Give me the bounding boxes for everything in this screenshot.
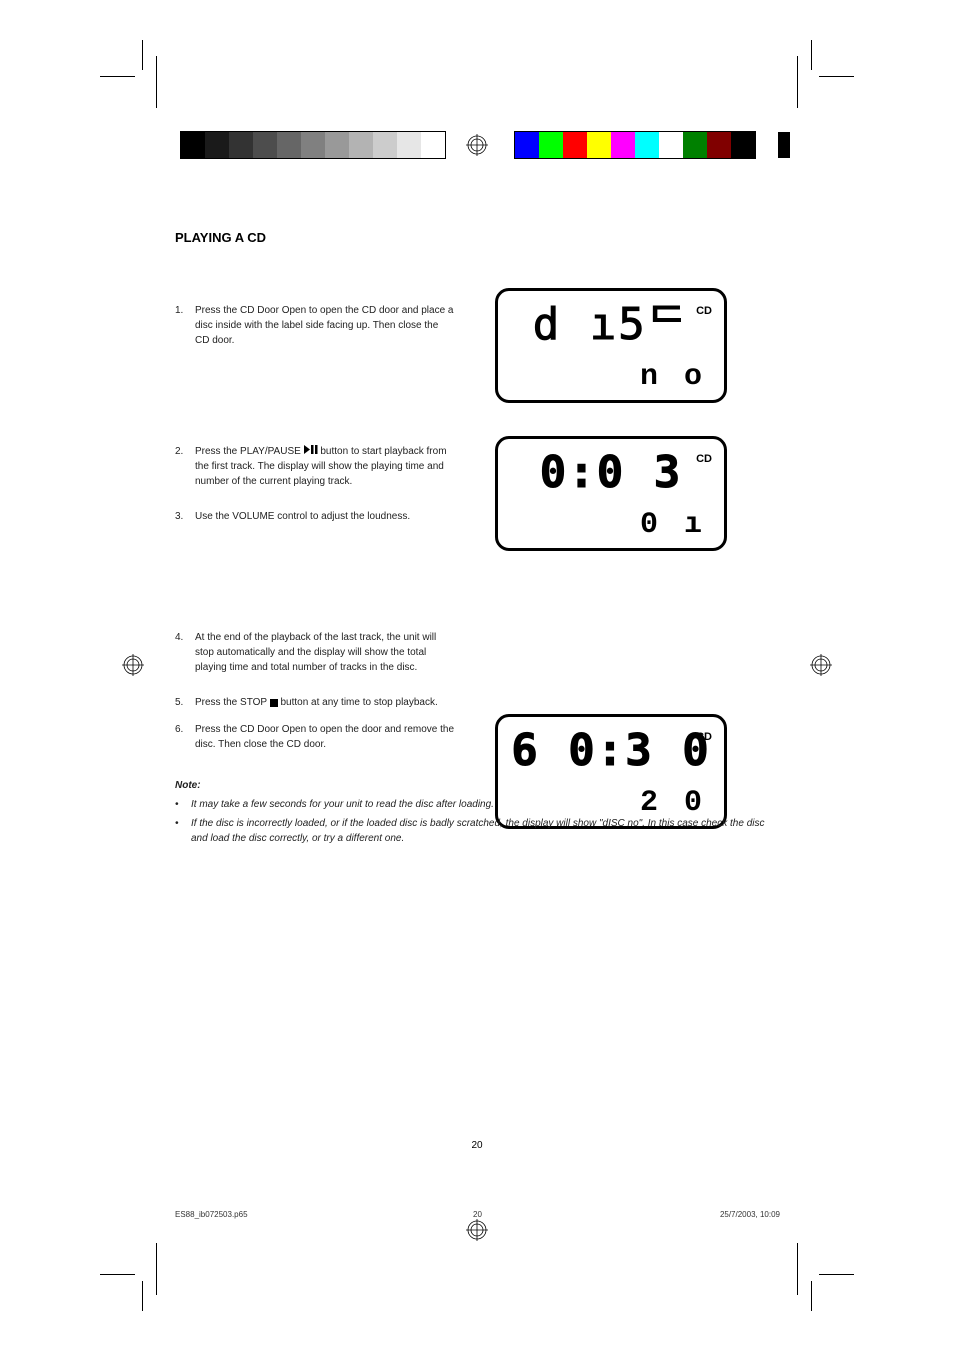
instruction-step: 3. Use the VOLUME control to adjust the …	[175, 509, 465, 524]
crop-mark	[100, 76, 135, 77]
registration-mark-icon	[466, 1219, 488, 1241]
footer: ES88_ib072503.p65 20 25/7/2003, 10:09	[175, 1210, 780, 1219]
instruction-step: 4. At the end of the playback of the las…	[175, 630, 465, 675]
step-number: 1.	[175, 303, 195, 348]
page-body: PLAYING A CD 1. Press the CD Door Open t…	[175, 230, 780, 846]
registration-mark-icon	[122, 654, 144, 676]
grayscale-calibration-bar	[180, 131, 446, 159]
registration-mark-icon	[466, 134, 488, 156]
step-text-part: button at any time to stop playback.	[280, 697, 437, 708]
step-number: 6.	[175, 722, 195, 752]
crop-mark	[819, 1274, 854, 1275]
play-pause-icon	[304, 444, 318, 459]
crop-mark	[797, 56, 798, 108]
step-number: 3.	[175, 509, 195, 524]
black-marker	[778, 132, 790, 158]
footer-timestamp: 25/7/2003, 10:09	[720, 1210, 780, 1219]
step-text: Press the CD Door Open to open the door …	[195, 722, 465, 752]
crop-mark	[100, 1274, 135, 1275]
crop-mark	[142, 40, 143, 70]
crop-mark	[811, 40, 812, 70]
crop-mark	[142, 1281, 143, 1311]
footer-page: 20	[473, 1210, 482, 1219]
footer-filename: ES88_ib072503.p65	[175, 1210, 248, 1219]
color-calibration-bar	[514, 131, 756, 159]
step-text: Use the VOLUME control to adjust the lou…	[195, 509, 465, 524]
note-block: Note: • It may take a few seconds for yo…	[175, 778, 765, 846]
step-text: At the end of the playback of the last t…	[195, 630, 465, 675]
registration-mark-icon	[810, 654, 832, 676]
instruction-step: 6. Press the CD Door Open to open the do…	[175, 722, 465, 752]
step-text: Press the STOP button at any time to sto…	[195, 695, 465, 710]
step-text: Press the PLAY/PAUSE button to start pla…	[195, 444, 465, 489]
page-number: 20	[471, 1140, 482, 1151]
step-text-part: Press the PLAY/PAUSE	[195, 446, 304, 457]
note-label: Note:	[175, 778, 765, 793]
instruction-step: 2. Press the PLAY/PAUSE button to start …	[175, 444, 465, 489]
step-text: Press the CD Door Open to open the CD do…	[195, 303, 465, 348]
section-title: PLAYING A CD	[175, 230, 780, 245]
crop-mark	[811, 1281, 812, 1311]
crop-mark	[797, 1243, 798, 1295]
step-number: 4.	[175, 630, 195, 675]
crop-mark	[156, 1243, 157, 1295]
note-item: If the disc is incorrectly loaded, or if…	[191, 816, 765, 846]
step-text-part: Press the STOP	[195, 697, 270, 708]
instruction-step: 1. Press the CD Door Open to open the CD…	[175, 303, 465, 348]
instruction-step: 5. Press the STOP button at any time to …	[175, 695, 465, 710]
crop-mark	[156, 56, 157, 108]
crop-mark	[819, 76, 854, 77]
note-item: It may take a few seconds for your unit …	[191, 797, 494, 812]
stop-icon	[270, 699, 278, 707]
step-number: 2.	[175, 444, 195, 489]
step-number: 5.	[175, 695, 195, 710]
